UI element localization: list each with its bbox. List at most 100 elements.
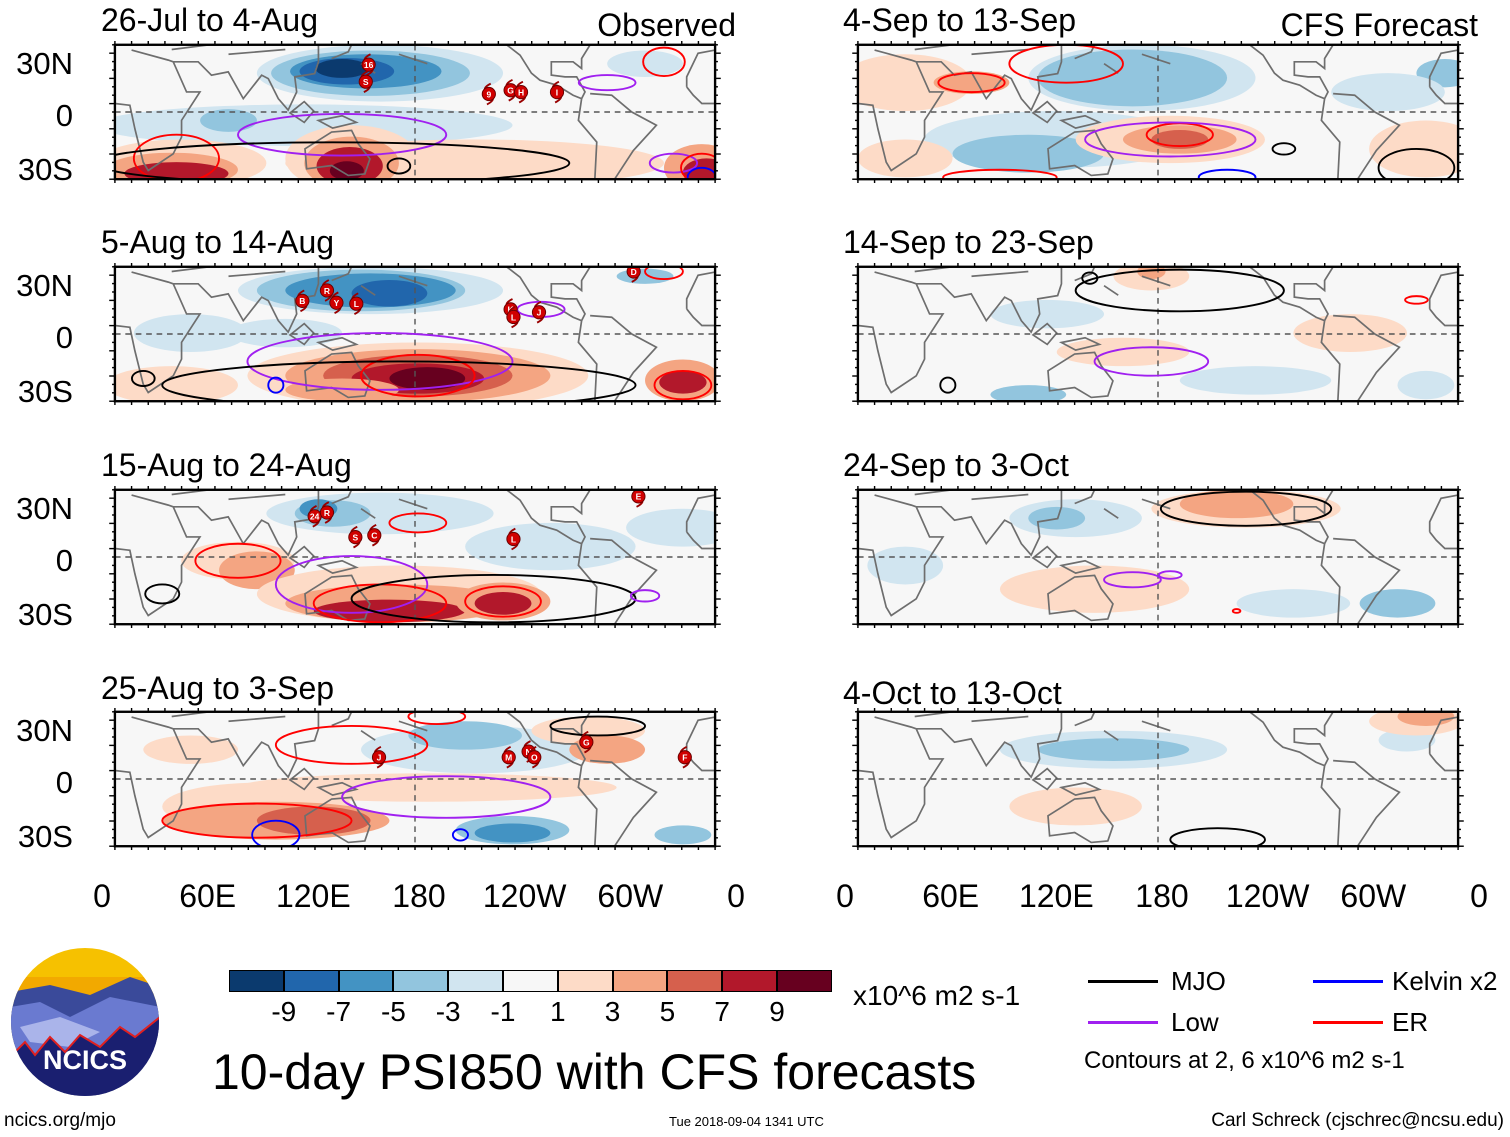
anomaly-shading bbox=[990, 385, 1067, 402]
longitude-label: 60W bbox=[1340, 878, 1407, 914]
storm-label: Y bbox=[334, 298, 340, 308]
longitude-label: 180 bbox=[1135, 878, 1189, 914]
coastline bbox=[114, 266, 716, 402]
anomaly-shading bbox=[933, 71, 1010, 95]
contour-line bbox=[132, 133, 220, 180]
contour-line bbox=[1103, 571, 1162, 589]
anomaly-shading bbox=[133, 314, 248, 352]
contour-line bbox=[1169, 827, 1266, 847]
anomaly-shading bbox=[1179, 366, 1332, 395]
latitude-label: 0 bbox=[55, 320, 73, 355]
colorbar-swatch bbox=[503, 970, 558, 992]
contour-line bbox=[653, 369, 713, 401]
contour-line bbox=[642, 46, 686, 77]
colorbar-label: 1 bbox=[550, 996, 566, 1027]
anomaly-shading bbox=[999, 565, 1190, 613]
observed-label: Observed bbox=[597, 7, 736, 43]
storm-label: O bbox=[531, 753, 538, 763]
tropical-cyclone-marker: Y bbox=[329, 291, 344, 315]
panel-title: 14-Sep to 23-Sep bbox=[843, 224, 1094, 260]
anomaly-shading bbox=[654, 825, 712, 845]
anomaly-shading bbox=[237, 773, 617, 802]
contour-line bbox=[1231, 608, 1242, 614]
anomaly-shading bbox=[626, 508, 716, 547]
latitude-label: 0 bbox=[55, 543, 73, 578]
longitude-label: 60E bbox=[922, 878, 980, 914]
colorbar-swatch bbox=[777, 970, 832, 992]
coastline bbox=[857, 44, 1459, 180]
tropical-cyclone-marker: L bbox=[506, 305, 521, 329]
storm-label: J bbox=[377, 753, 382, 763]
latitude-label: 30N bbox=[16, 491, 73, 526]
contour-line bbox=[1081, 271, 1099, 285]
storm-label: 24 bbox=[310, 512, 320, 522]
tropical-cyclone-marker: J bbox=[371, 745, 387, 769]
credit[interactable]: Carl Schreck (cjschrec@ncsu.edu) bbox=[1211, 1110, 1504, 1131]
anomaly-shading bbox=[389, 367, 466, 390]
panel-title: 4-Sep to 13-Sep bbox=[843, 2, 1077, 38]
anomaly-shading bbox=[1179, 489, 1294, 519]
latitude-label: 30S bbox=[17, 152, 73, 187]
contour-line bbox=[341, 775, 552, 819]
storm-label: H bbox=[518, 87, 524, 97]
longitude-label: 60W bbox=[597, 878, 664, 914]
colorbar-swatch bbox=[557, 970, 613, 992]
tropical-cyclone-marker: H bbox=[513, 80, 529, 104]
tropical-cyclone-marker: 16 bbox=[361, 53, 376, 76]
longitude-label: 120E bbox=[1018, 878, 1094, 914]
contour-line bbox=[942, 168, 1058, 180]
map-panel-observed-2: BRY LKL JD bbox=[109, 263, 721, 405]
anomaly-shading bbox=[114, 366, 238, 402]
storm-label: 16 bbox=[364, 60, 374, 70]
tropical-cyclone-marker: M bbox=[501, 745, 516, 769]
contour-line bbox=[686, 166, 716, 180]
anomaly-shading bbox=[143, 735, 238, 764]
anomaly-shading bbox=[550, 153, 627, 180]
latitude-label: 0 bbox=[55, 765, 73, 800]
legend-line-er bbox=[1313, 1021, 1383, 1024]
legend-label-kelvin: Kelvin x2 bbox=[1392, 966, 1498, 996]
colorbar-swatch bbox=[448, 970, 503, 992]
latitude-label: 0 bbox=[55, 98, 73, 133]
timestamp: Tue 2018-09-04 1341 UTC bbox=[669, 1114, 824, 1129]
tropical-cyclone-marker: I bbox=[549, 80, 565, 104]
contour-line bbox=[131, 369, 156, 388]
anomaly-shading bbox=[1331, 73, 1445, 112]
contour-line bbox=[237, 112, 448, 157]
tropical-cyclone-marker: 24 bbox=[307, 505, 322, 528]
tropical-cyclone-marker: G bbox=[579, 730, 594, 754]
storm-label: G bbox=[583, 737, 590, 747]
contour-line bbox=[194, 542, 282, 579]
tropical-cyclone-marker: L bbox=[506, 527, 521, 551]
colorbar-label: -5 bbox=[380, 996, 406, 1027]
contour-line bbox=[407, 711, 467, 726]
colorbar-swatch bbox=[612, 970, 668, 992]
contour-line bbox=[1074, 268, 1285, 313]
anomaly-shading bbox=[329, 161, 364, 180]
panel-title: 5-Aug to 14-Aug bbox=[101, 224, 335, 260]
contour-line bbox=[161, 360, 637, 402]
contour-line bbox=[274, 555, 429, 614]
forecast-label: CFS Forecast bbox=[1280, 7, 1478, 43]
storm-label: S bbox=[353, 532, 359, 542]
storm-label: N bbox=[526, 747, 532, 757]
panel-title: 15-Aug to 24-Aug bbox=[101, 447, 352, 483]
legend-line-low bbox=[1088, 1021, 1158, 1024]
tropical-cyclone-marker: E bbox=[631, 489, 646, 508]
contour-line bbox=[644, 266, 684, 281]
colorbar-label: 3 bbox=[604, 996, 621, 1027]
contour-line bbox=[350, 574, 637, 624]
tropical-cyclone-marker: L bbox=[349, 292, 364, 315]
tropical-cyclone-marker: S bbox=[348, 525, 363, 549]
anomaly-shading bbox=[1359, 589, 1436, 618]
anomaly-shading bbox=[1037, 738, 1190, 762]
anomaly-shading bbox=[952, 134, 1105, 173]
legend-label-low: Low bbox=[1171, 1007, 1219, 1037]
source-url[interactable]: ncics.org/mjo bbox=[4, 1110, 116, 1131]
ncics-logo: NCICS bbox=[11, 948, 159, 1096]
tropical-cyclone-marker: F bbox=[677, 745, 692, 769]
anomaly-shading bbox=[465, 522, 636, 571]
logo-text: NCICS bbox=[43, 1045, 127, 1075]
tropical-cyclone-marker: J bbox=[531, 300, 547, 324]
